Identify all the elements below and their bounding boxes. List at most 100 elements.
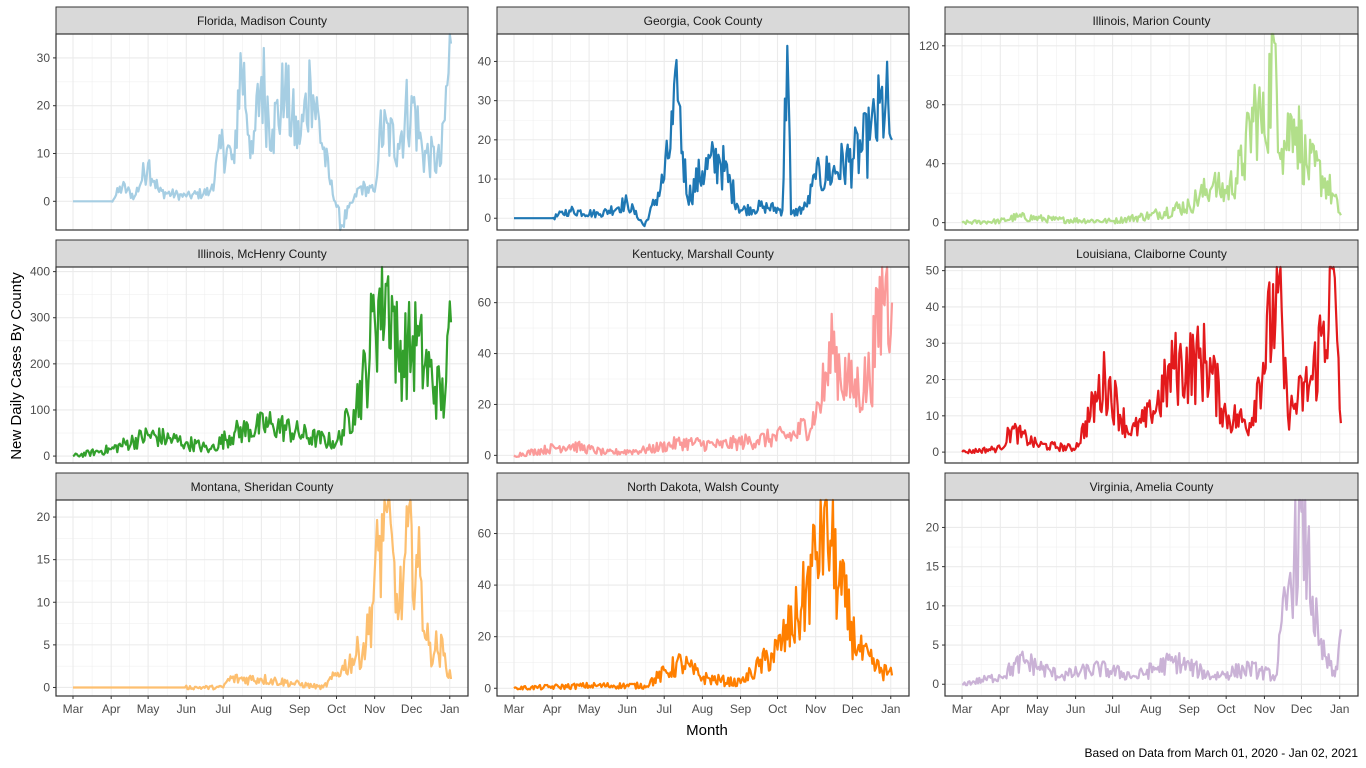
y-tick-label: 60	[478, 296, 492, 310]
x-tick-label: Mar	[63, 702, 84, 716]
panel-strip	[944, 239, 1359, 268]
panel-illinois-marion-county: Illinois, Marion County 0 40 80 120	[919, 6, 1359, 231]
y-tick-label: 80	[926, 98, 940, 112]
series-line	[514, 44, 893, 228]
x-tick-label: Aug	[692, 702, 713, 716]
y-tick-label: 0	[484, 681, 491, 695]
x-tick-label: Apr	[102, 702, 121, 716]
panel-background	[497, 267, 909, 463]
panel-background	[497, 500, 909, 696]
y-tick-label: 0	[43, 194, 50, 208]
panel-border	[55, 266, 469, 464]
y-tick-label: 10	[926, 409, 940, 423]
panel-border	[944, 499, 1359, 697]
x-tick-label: Sep	[1178, 702, 1200, 716]
y-tick-label: 0	[484, 211, 491, 225]
y-tick-label: 0	[43, 449, 50, 463]
panel-florida-madison-county: Florida, Madison County 0 10 20 30	[37, 6, 469, 232]
panel-border	[944, 33, 1359, 231]
x-tick-label: Nov	[1254, 702, 1275, 716]
y-tick-label: 30	[37, 51, 51, 65]
y-tick-label: 40	[926, 157, 940, 171]
y-tick-label: 20	[37, 510, 51, 524]
y-tick-label: 20	[926, 373, 940, 387]
x-tick-label: Jan	[440, 702, 459, 716]
y-tick-label: 20	[478, 630, 492, 644]
y-tick-label: 10	[37, 147, 51, 161]
x-tick-label: Jun	[177, 702, 196, 716]
x-tick-label: Nov	[364, 702, 385, 716]
x-tick-label: Jul	[216, 702, 231, 716]
y-tick-label: 0	[484, 448, 491, 462]
x-tick-label: Apr	[991, 702, 1010, 716]
y-tick-label: 400	[30, 265, 50, 279]
panel-strip	[55, 239, 469, 268]
y-tick-label: 0	[932, 677, 939, 691]
x-tick-label: Jan	[881, 702, 900, 716]
x-tick-label: May	[578, 702, 601, 716]
x-tick-label: May	[137, 702, 160, 716]
y-tick-label: 20	[478, 133, 492, 147]
series-line	[961, 32, 1342, 225]
panel-georgia-cook-county: Georgia, Cook County 0 10 20 30 40	[478, 6, 910, 231]
panel-title: Kentucky, Marshall County	[632, 247, 774, 261]
x-axis-title: Month	[686, 722, 728, 739]
panel-title: Louisiana, Claiborne County	[1076, 247, 1227, 261]
chart-caption: Based on Data from March 01, 2020 - Jan …	[1085, 746, 1359, 760]
y-tick-label: 200	[30, 357, 50, 371]
panel-title: Florida, Madison County	[197, 14, 327, 28]
series-line	[961, 498, 1342, 687]
x-tick-label: Dec	[842, 702, 863, 716]
x-tick-label: Aug	[1140, 702, 1161, 716]
y-tick-label: 15	[926, 560, 940, 574]
panel-strip	[496, 6, 910, 35]
y-tick-label: 10	[926, 599, 940, 613]
panel-border	[496, 266, 910, 464]
x-tick-label: Nov	[805, 702, 826, 716]
x-tick-label: Sep	[730, 702, 752, 716]
y-tick-label: 0	[932, 445, 939, 459]
series-line	[72, 265, 453, 458]
y-tick-label: 20	[478, 397, 492, 411]
panel-strip	[55, 6, 469, 35]
panel-title: Georgia, Cook County	[644, 14, 763, 28]
x-tick-label: Dec	[1291, 702, 1312, 716]
y-tick-label: 300	[30, 311, 50, 325]
y-tick-label: 30	[926, 336, 940, 350]
y-tick-label: 30	[478, 94, 492, 108]
y-tick-label: 120	[919, 39, 939, 53]
y-tick-label: 60	[478, 527, 492, 541]
y-tick-label: 10	[478, 172, 492, 186]
y-tick-label: 20	[37, 99, 51, 113]
panel-border	[496, 499, 910, 697]
x-tick-label: Oct	[1217, 702, 1236, 716]
series-line	[513, 265, 894, 458]
y-tick-label: 40	[478, 578, 492, 592]
x-tick-label: Dec	[401, 702, 422, 716]
panel-strip	[496, 472, 910, 501]
panel-title: Illinois, Marion County	[1092, 14, 1210, 28]
panel-montana-sheridan-county: Montana, Sheridan County 0 5 10 15 20 Mar Apr Ma…	[37, 472, 469, 716]
x-tick-label: Oct	[327, 702, 346, 716]
series-line	[513, 498, 894, 691]
x-tick-label: Sep	[289, 702, 311, 716]
x-tick-label: Jan	[1330, 702, 1349, 716]
panel-title: Illinois, McHenry County	[197, 247, 326, 261]
x-tick-label: Mar	[504, 702, 525, 716]
series-line	[961, 265, 1342, 455]
x-tick-label: Aug	[251, 702, 272, 716]
x-tick-label: May	[1026, 702, 1049, 716]
panel-background	[497, 34, 909, 230]
x-tick-label: Mar	[952, 702, 973, 716]
panel-border	[944, 266, 1359, 464]
y-tick-label: 15	[37, 553, 51, 567]
panel-louisiana-claiborne-county: Louisiana, Claiborne County 0 10 20 30 40 50	[926, 239, 1359, 464]
panel-border	[496, 33, 910, 231]
x-tick-label: Jul	[1105, 702, 1120, 716]
panel-border	[55, 33, 469, 231]
y-tick-label: 0	[43, 680, 50, 694]
y-tick-label: 20	[926, 520, 940, 534]
panel-border	[55, 499, 469, 697]
y-tick-label: 40	[926, 300, 940, 314]
